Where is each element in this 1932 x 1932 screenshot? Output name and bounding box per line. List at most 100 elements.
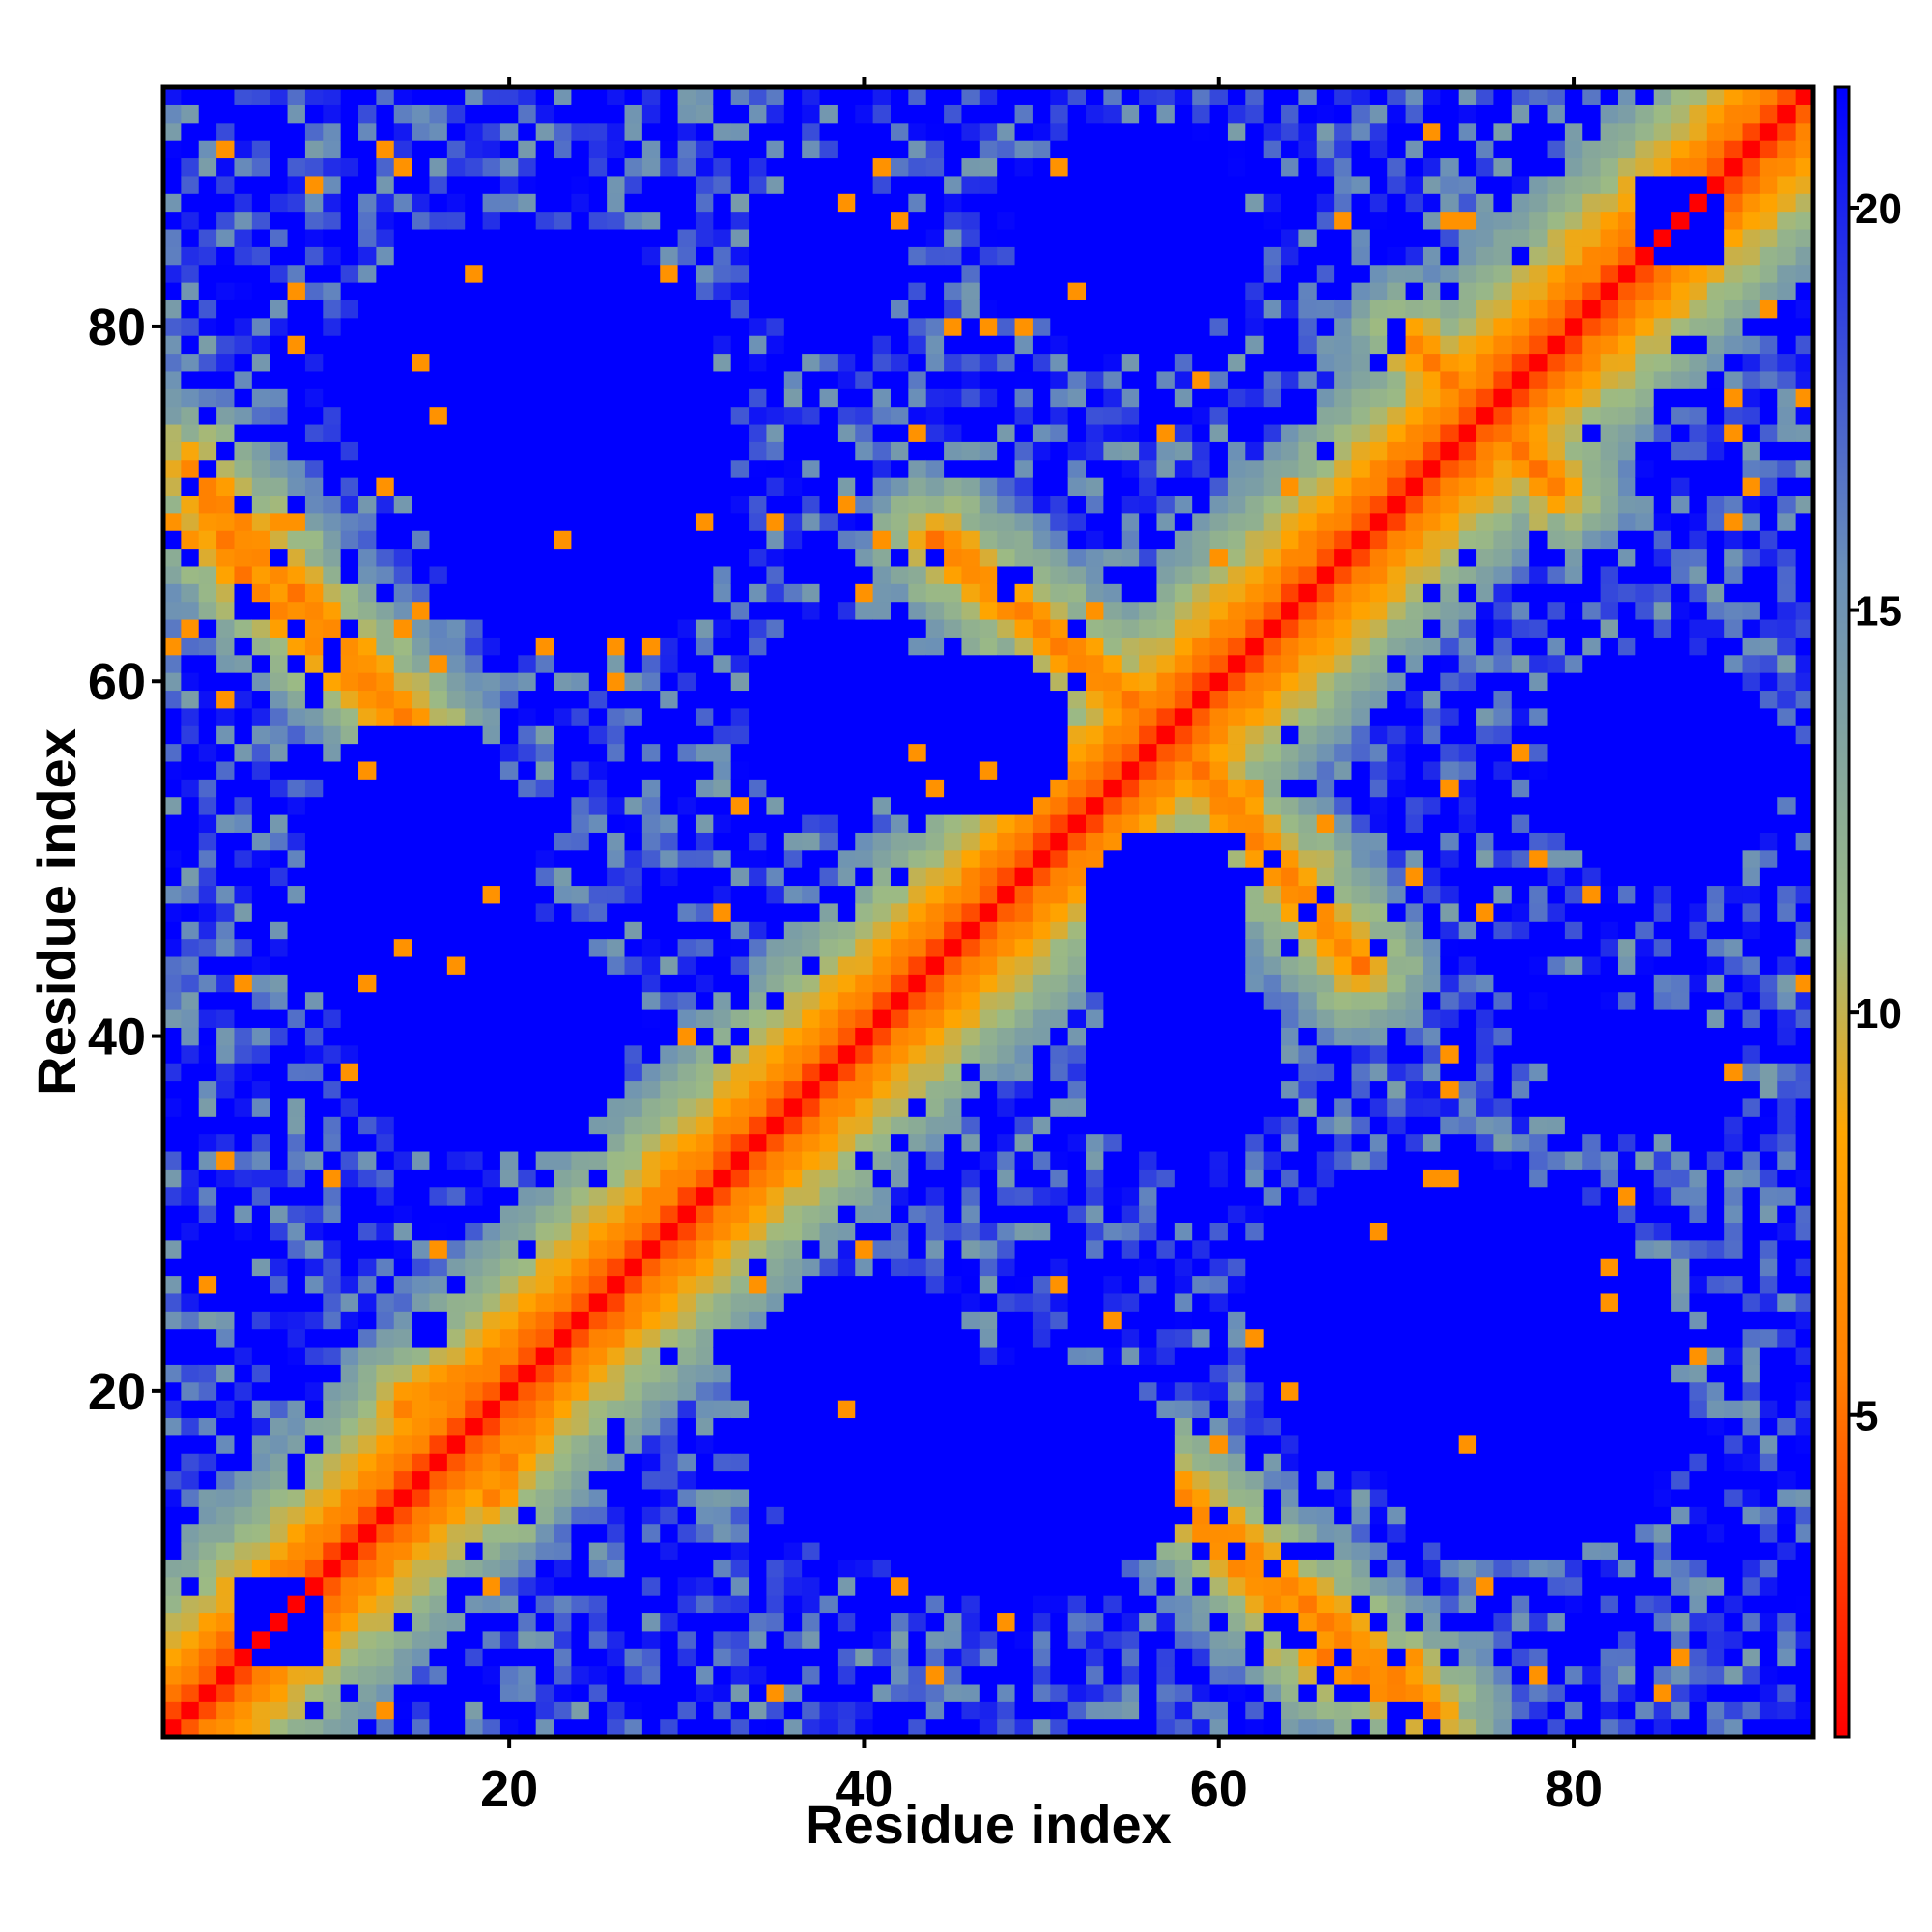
heatmap-cell [819, 1648, 838, 1667]
heatmap-cell [270, 637, 289, 656]
heatmap-cell [216, 388, 236, 408]
heatmap-cell [766, 495, 785, 514]
heatmap-cell [766, 1169, 785, 1188]
heatmap-cell [304, 1328, 324, 1348]
heatmap-cell [624, 832, 643, 851]
heatmap-cell [837, 1044, 856, 1064]
heatmap-cell [641, 690, 661, 709]
heatmap-cell [819, 1719, 838, 1738]
heatmap-cell [482, 1311, 501, 1330]
heatmap-cell [695, 406, 714, 425]
heatmap-cell [163, 796, 182, 815]
heatmap-cell [181, 406, 200, 425]
heatmap-cell [749, 796, 768, 815]
heatmap-cell [766, 530, 785, 550]
heatmap-cell [713, 867, 732, 887]
heatmap-cell [499, 796, 519, 815]
heatmap-cell [1103, 1488, 1122, 1507]
heatmap-cell [287, 530, 306, 550]
heatmap-cell [1050, 388, 1069, 408]
heatmap-cell [198, 1258, 217, 1277]
heatmap-cell [872, 370, 892, 389]
heatmap-cell [287, 743, 306, 762]
heatmap-cell [783, 122, 803, 141]
heatmap-cell [181, 885, 200, 904]
heatmap-cell [412, 1417, 431, 1436]
heatmap-cell [181, 1151, 200, 1170]
heatmap-cell [1086, 707, 1104, 726]
heatmap-cell [518, 1683, 537, 1702]
heatmap-cell [304, 690, 324, 709]
heatmap-cell [925, 353, 945, 372]
heatmap-cell [412, 991, 431, 1010]
heatmap-cell [713, 1435, 732, 1454]
heatmap-cell [855, 796, 874, 815]
heatmap-cell [1050, 1027, 1069, 1046]
heatmap-cell [607, 246, 626, 266]
heatmap-cell [1032, 1506, 1051, 1525]
heatmap-cell [535, 1506, 554, 1525]
heatmap-cell [1032, 583, 1051, 603]
heatmap-cell [251, 565, 270, 584]
heatmap-cell [855, 1630, 874, 1649]
heatmap-cell [482, 228, 501, 247]
heatmap-cell [855, 140, 874, 159]
heatmap-cell [944, 1328, 963, 1348]
heatmap-cell [607, 1612, 626, 1632]
heatmap-cell [181, 1470, 200, 1490]
heatmap-cell [1032, 1417, 1051, 1436]
heatmap-cell [323, 87, 342, 105]
heatmap-cell [890, 974, 909, 993]
heatmap-cell [979, 193, 998, 213]
heatmap-cell [872, 211, 892, 230]
heatmap-cell [465, 1346, 484, 1365]
heatmap-cell [358, 867, 377, 887]
heatmap-cell [535, 175, 554, 194]
heatmap-cell [304, 264, 324, 283]
heatmap-cell [961, 1328, 980, 1348]
heatmap-cell [446, 583, 466, 603]
heatmap-cell [216, 1133, 236, 1152]
heatmap-cell [979, 1435, 998, 1454]
heatmap-cell [890, 779, 909, 798]
heatmap-cell [518, 548, 537, 567]
heatmap-cell [482, 921, 501, 940]
heatmap-cell [677, 512, 696, 531]
heatmap-cell [908, 867, 927, 887]
heatmap-cell [944, 87, 963, 105]
heatmap-cell [376, 1506, 395, 1525]
heatmap-cell [695, 1612, 714, 1632]
heatmap-cell [588, 1488, 608, 1507]
heatmap-cell [198, 1205, 217, 1223]
heatmap-cell [376, 690, 395, 709]
heatmap-cell [198, 1400, 217, 1419]
heatmap-cell [730, 211, 750, 230]
heatmap-cell [925, 1417, 945, 1436]
heatmap-cell [766, 459, 785, 478]
heatmap-cell [766, 1009, 785, 1028]
heatmap-cell [890, 1186, 909, 1206]
heatmap-cell [323, 1541, 342, 1560]
heatmap-cell [216, 1630, 236, 1649]
heatmap-cell [446, 1222, 466, 1241]
heatmap-cell [979, 104, 998, 124]
heatmap-cell [1067, 1293, 1087, 1312]
heatmap-cell [287, 477, 306, 497]
heatmap-cell [997, 193, 1016, 213]
heatmap-cell [499, 1470, 519, 1490]
heatmap-cell [925, 885, 945, 904]
heatmap-cell [979, 1577, 998, 1596]
heatmap-cell [518, 1222, 537, 1241]
heatmap-cell [518, 938, 537, 957]
heatmap-cell [641, 1080, 661, 1099]
heatmap-cell [908, 264, 927, 283]
heatmap-cell [783, 1523, 803, 1543]
heatmap-cell [802, 618, 821, 638]
heatmap-cell [713, 760, 732, 780]
heatmap-cell [677, 1453, 696, 1472]
heatmap-cell [216, 1595, 236, 1614]
heatmap-cell [979, 459, 998, 478]
heatmap-cell [393, 299, 412, 319]
heatmap-cell [198, 1116, 217, 1135]
heatmap-cell [1103, 1630, 1122, 1649]
